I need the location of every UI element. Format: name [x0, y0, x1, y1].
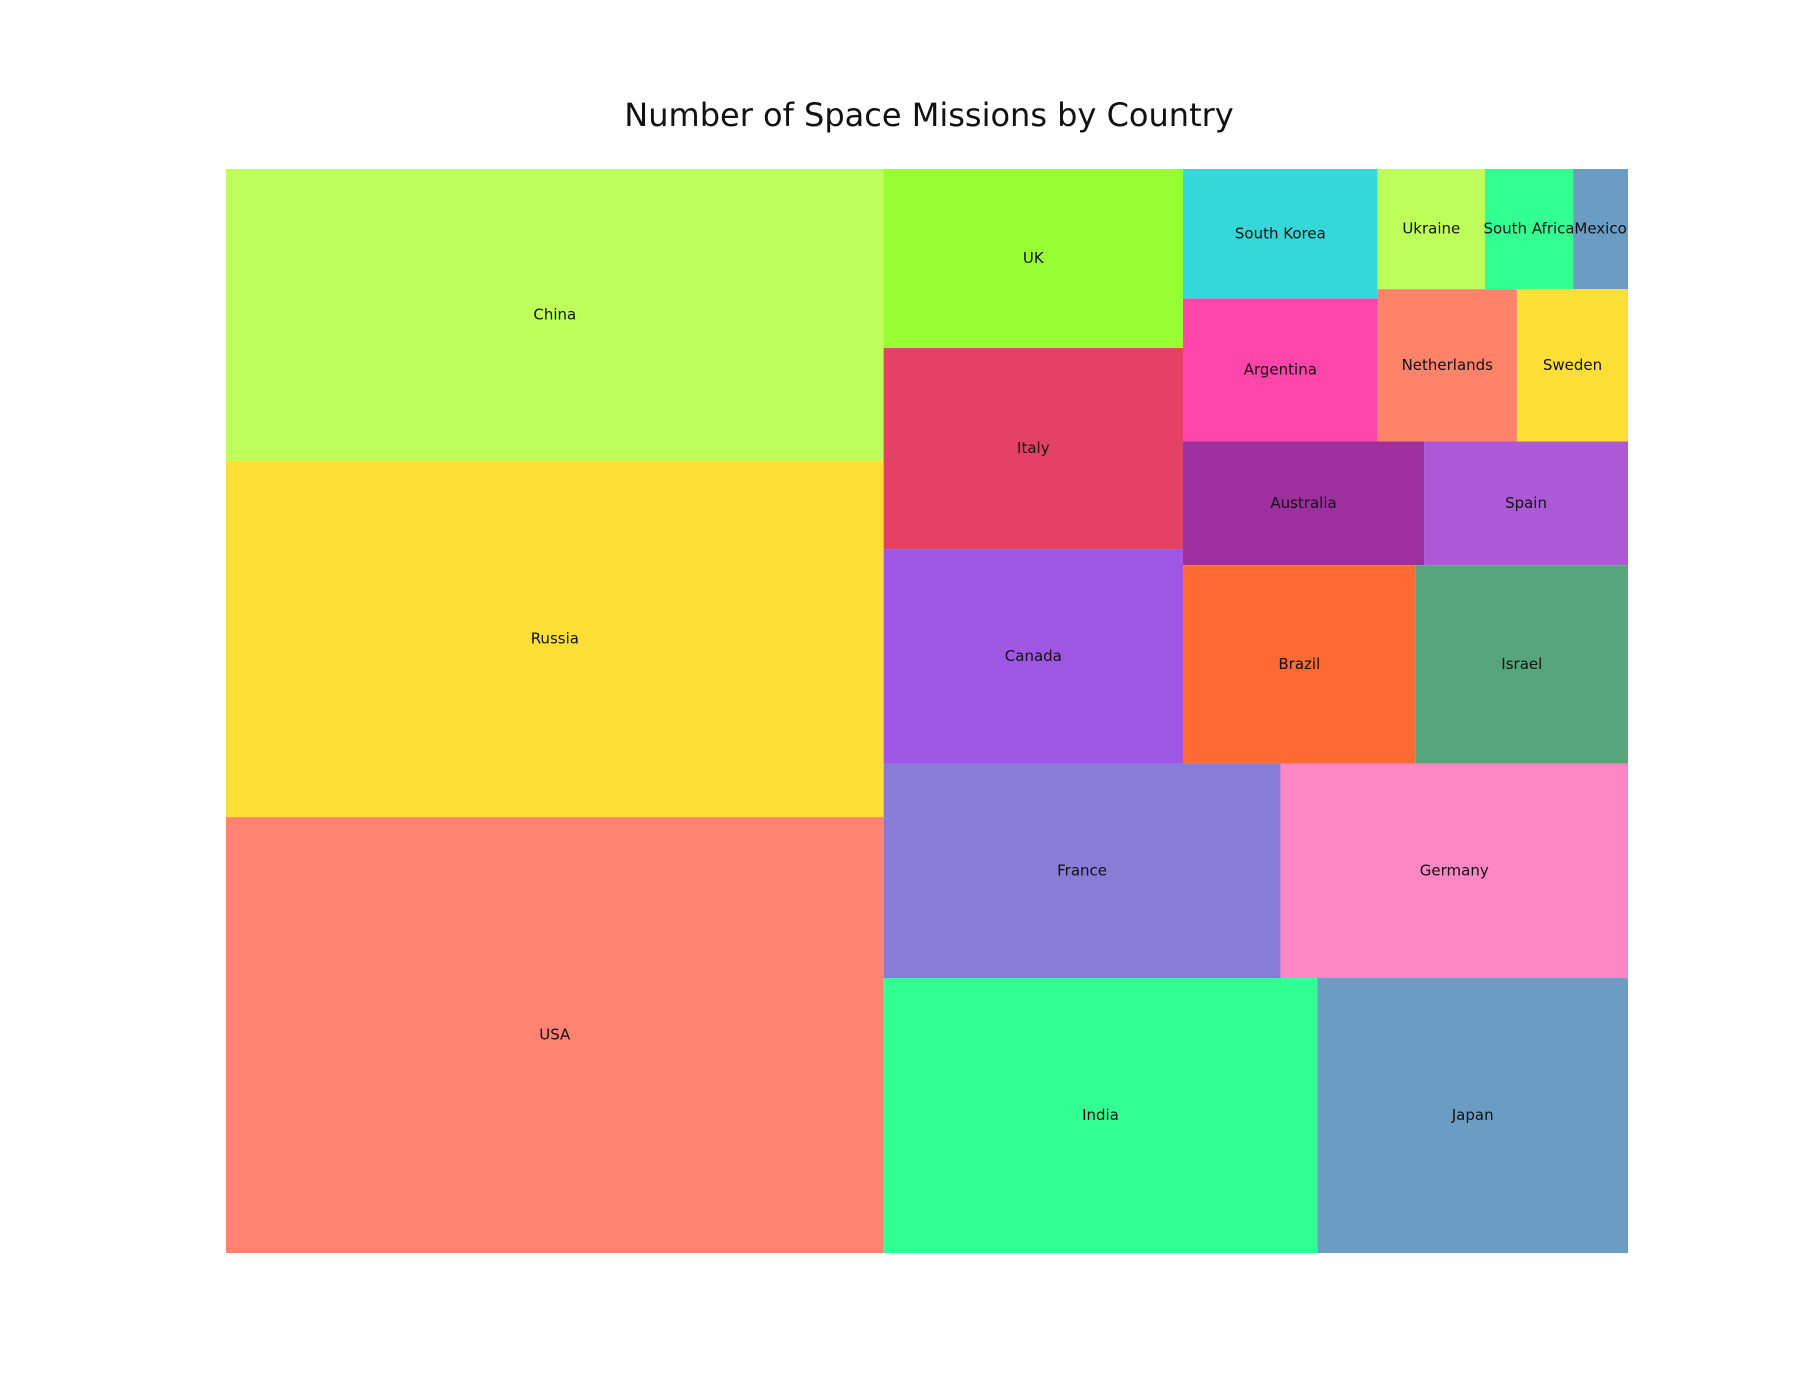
- tile-label-australia: Australia: [1270, 494, 1336, 512]
- tile-label-france: France: [1057, 861, 1107, 879]
- tile-germany: [1280, 763, 1628, 979]
- tile-label-israel: Israel: [1501, 655, 1542, 673]
- tile-label-germany: Germany: [1420, 861, 1489, 879]
- tile-label-south-korea: South Korea: [1235, 224, 1326, 242]
- tile-label-canada: Canada: [1005, 647, 1062, 665]
- tile-label-india: India: [1082, 1106, 1119, 1124]
- tile-label-russia: Russia: [531, 630, 579, 648]
- tile-label-japan: Japan: [1451, 1106, 1494, 1124]
- tile-australia: [1183, 441, 1425, 566]
- chart-title: Number of Space Missions by Country: [624, 96, 1234, 134]
- tile-canada: [883, 549, 1184, 764]
- tile-india: [883, 978, 1318, 1253]
- tile-japan: [1317, 978, 1628, 1253]
- tile-label-china: China: [533, 306, 576, 324]
- tile-spain: [1424, 441, 1628, 566]
- tile-uk: [883, 169, 1184, 349]
- tile-italy: [883, 348, 1184, 550]
- tile-label-brazil: Brazil: [1278, 655, 1320, 673]
- tile-label-spain: Spain: [1505, 494, 1547, 512]
- tile-france: [883, 763, 1281, 979]
- tile-label-usa: USA: [539, 1026, 571, 1044]
- tile-south-korea: [1183, 169, 1378, 299]
- tile-sweden: [1516, 289, 1628, 442]
- tile-netherlands: [1377, 289, 1517, 442]
- tile-russia: [226, 461, 884, 818]
- tile-brazil: [1183, 565, 1416, 764]
- tile-israel: [1415, 565, 1628, 764]
- tile-label-sweden: Sweden: [1543, 356, 1602, 374]
- tile-south-africa: [1484, 169, 1574, 290]
- tile-label-uk: UK: [1023, 249, 1045, 267]
- tile-argentina: [1183, 298, 1378, 442]
- tile-china: [226, 169, 884, 462]
- tile-ukraine: [1377, 169, 1485, 290]
- tile-mexico: [1573, 169, 1628, 290]
- tile-usa: [226, 817, 884, 1253]
- tile-label-south-africa: South Africa: [1483, 220, 1574, 238]
- tile-label-mexico: Mexico: [1574, 220, 1626, 238]
- tile-label-ukraine: Ukraine: [1402, 220, 1460, 238]
- tile-label-netherlands: Netherlands: [1402, 356, 1494, 374]
- tile-label-italy: Italy: [1017, 439, 1050, 457]
- tile-label-argentina: Argentina: [1244, 361, 1317, 379]
